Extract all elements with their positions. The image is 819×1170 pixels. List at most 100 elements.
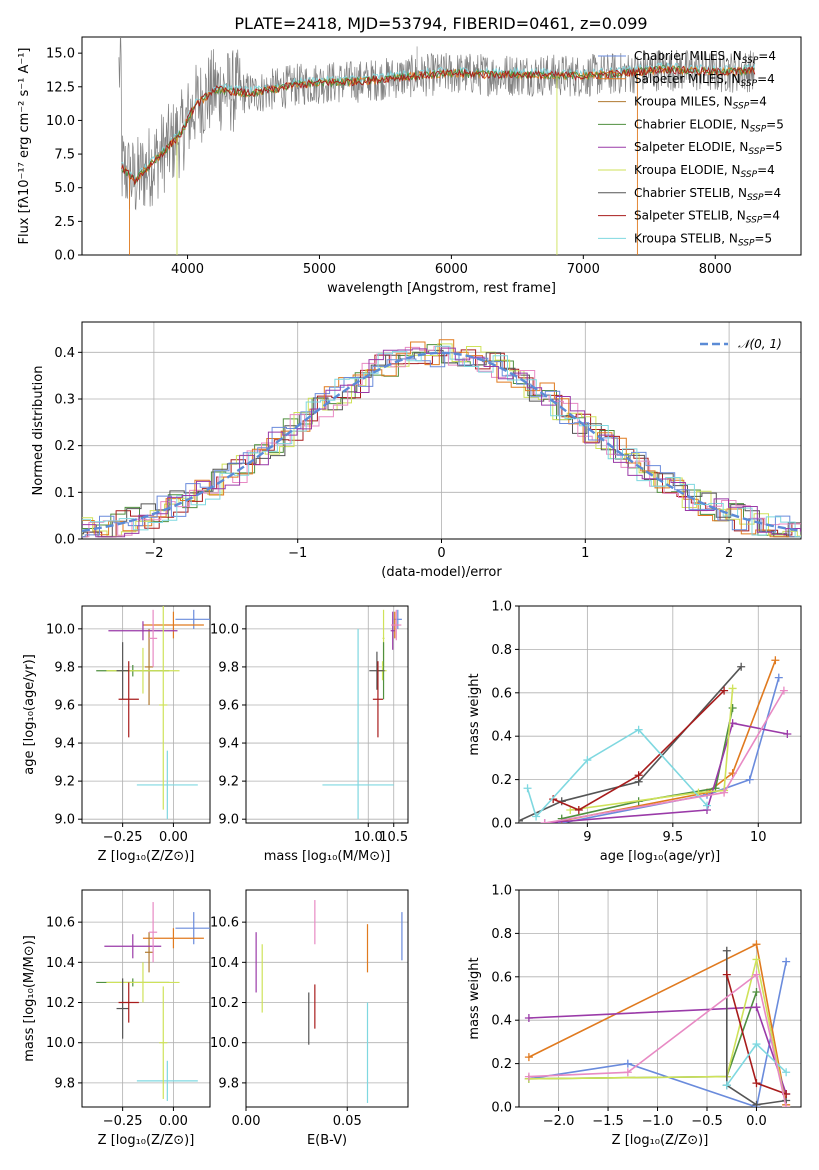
histogram-step-line <box>82 352 801 538</box>
y-axis-label: mass weight <box>467 673 482 755</box>
y-tick-label: 5.0 <box>54 181 75 196</box>
x-tick-label: −0.25 <box>103 830 143 845</box>
series-marker <box>634 725 643 734</box>
series-marker <box>782 957 791 966</box>
normal-curve <box>82 351 801 532</box>
y-tick-label: 0.4 <box>54 346 75 361</box>
y-tick-label: 0.4 <box>491 730 512 745</box>
series-marker <box>752 1040 761 1049</box>
legend-entry: Chabrier STELIB, NSSP=4 <box>634 186 781 203</box>
series-marker <box>728 684 737 693</box>
series-marker <box>703 801 711 810</box>
y-tick-label: 10.2 <box>46 996 75 1011</box>
y-tick-label: 0.0 <box>491 1101 512 1116</box>
x-tick-label: 9 <box>583 830 591 845</box>
series-marker <box>574 805 583 814</box>
series-marker <box>524 1072 533 1081</box>
x-axis-label: age [log₁₀(age/yr)] <box>600 849 721 864</box>
y-tick-label: 9.8 <box>54 1076 75 1091</box>
x-axis-label: (data-model)/error <box>381 565 502 580</box>
x-tick-label: 1 <box>581 546 589 561</box>
x-tick-label: 9.5 <box>662 830 683 845</box>
series-marker <box>549 795 558 804</box>
histogram-step-line <box>82 347 801 538</box>
series-marker <box>728 703 737 712</box>
series-line <box>561 677 780 823</box>
x-tick-label: 2 <box>725 546 733 561</box>
series-marker <box>774 673 783 682</box>
series-marker <box>524 1053 533 1062</box>
series-marker <box>752 1003 761 1012</box>
y-tick-label: 0.4 <box>491 1014 512 1029</box>
y-axis-label: age [log₁₀(age/yr)] <box>22 654 37 775</box>
series-marker <box>524 1014 533 1023</box>
y-tick-label: 9.0 <box>218 813 239 828</box>
axes-frame <box>518 605 802 824</box>
series-line <box>528 959 787 1107</box>
errorbar-points <box>96 902 210 1101</box>
series-marker <box>752 987 761 996</box>
series-marker <box>779 686 788 695</box>
y-tick-label: 9.4 <box>54 737 75 752</box>
y-tick-label: 15.0 <box>46 47 75 62</box>
y-tick-label: 10.4 <box>46 956 75 971</box>
histogram-steps <box>82 339 801 538</box>
y-tick-label: 12.5 <box>46 80 75 95</box>
x-axis-label: mass [log₁₀(M/M⊙)] <box>264 849 391 864</box>
series-line <box>528 991 758 1080</box>
x-tick-label: −2.0 <box>543 1114 575 1129</box>
axes-frame <box>81 321 802 540</box>
series-marker <box>566 805 575 814</box>
errorbar-points <box>322 609 402 820</box>
y-tick-label: 7.5 <box>54 148 75 163</box>
x-tick-label: 10.0 <box>354 830 383 845</box>
series-line <box>528 973 787 1107</box>
y-tick-label: 0.8 <box>491 927 512 942</box>
y-tick-label: 10.4 <box>210 956 239 971</box>
series-marker <box>737 662 746 671</box>
y-tick-label: 0.1 <box>54 486 75 501</box>
series-marker <box>583 756 592 765</box>
y-tick-label: 2.5 <box>54 215 75 230</box>
x-tick-label: 4000 <box>171 262 204 277</box>
y-tick-label: 0.0 <box>54 533 75 548</box>
series-marker <box>623 1068 632 1077</box>
y-axis-label: mass [log₁₀(M/M⊙)] <box>22 935 37 1062</box>
series-marker <box>722 1081 731 1090</box>
x-tick-label: 10 <box>750 830 767 845</box>
mass-weight-vs-metallicity-panel: −2.0 −1.5 −1.0 −0.5 0.0 0.0 0.2 0.4 0.6 0.8 1.0 Z [… <box>467 884 802 1148</box>
legend-entry: Chabrier MILES, NSSP=4 <box>634 49 776 66</box>
x-tick-label: 0.00 <box>159 1114 188 1129</box>
x-axis-label: Z [log₁₀(Z/Z⊙)] <box>612 1133 709 1148</box>
y-tick-label: 0.2 <box>54 439 75 454</box>
y-tick-label: 10.0 <box>46 114 75 129</box>
y-tick-label: 0.2 <box>491 773 512 788</box>
y-tick-label: 9.8 <box>54 660 75 675</box>
series-marker <box>720 686 729 695</box>
x-tick-label: 5000 <box>303 262 336 277</box>
mass-vs-metallicity-panel: −0.25 0.00 9.8 10.0 10.2 10.4 10.6 Z [log₁₀(Z/Z… <box>22 889 211 1148</box>
spectrum-lines <box>118 37 756 255</box>
y-tick-label: 9.2 <box>54 775 75 790</box>
x-tick-label: 0.00 <box>159 830 188 845</box>
y-tick-label: 9.4 <box>218 737 239 752</box>
x-tick-label: −1 <box>288 546 307 561</box>
x-tick-label: −0.25 <box>103 1114 143 1129</box>
y-tick-label: 0.2 <box>491 1057 512 1072</box>
x-tick-label: 0.00 <box>232 1114 261 1129</box>
y-axis-label: Normed distribution <box>31 366 46 496</box>
y-axis-label: Flux [fλ10⁻¹⁷ erg cm⁻² s⁻¹ A⁻¹] <box>17 48 32 245</box>
axes-frame <box>81 36 802 256</box>
legend-entry: 𝒩(0, 1) <box>738 337 782 351</box>
series-marker <box>752 1079 761 1088</box>
histogram-panel: −2 −1 0 1 2 0.0 0.1 0.2 0.3 0.4 (data-model)/error… <box>31 321 802 580</box>
y-tick-label: 10.0 <box>210 1036 239 1051</box>
x-tick-label: −1.5 <box>592 1114 624 1129</box>
histogram-step-line <box>82 339 801 538</box>
x-tick-label: −0.5 <box>691 1114 723 1129</box>
y-axis-label: mass weight <box>467 957 482 1039</box>
x-tick-label: 10.5 <box>379 830 408 845</box>
axes-frame <box>245 605 409 824</box>
y-tick-label: 1.0 <box>491 884 512 899</box>
